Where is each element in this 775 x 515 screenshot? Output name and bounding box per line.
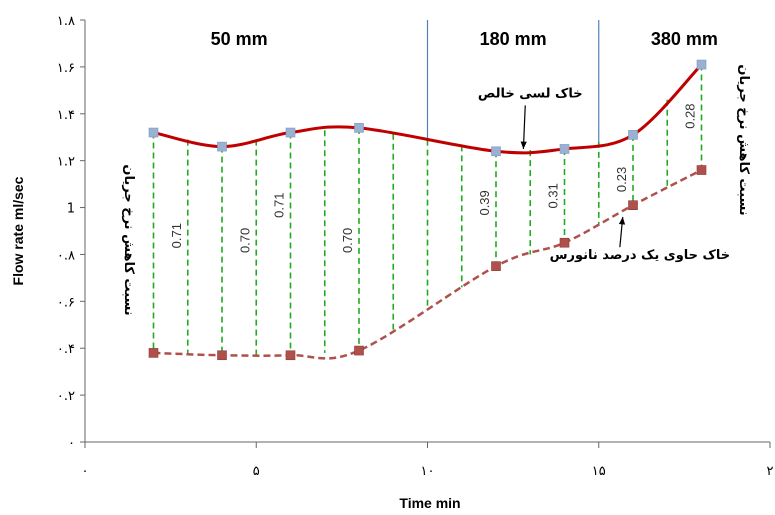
ratio-label: 0.28 xyxy=(683,103,698,128)
y-tick-label: ۱.۲ xyxy=(57,155,75,170)
segment-label: 180 mm xyxy=(480,29,547,49)
x-tick-label: ۱۵ xyxy=(592,464,606,479)
y-tick-label: 1 xyxy=(67,202,75,217)
series-line-nanoclay xyxy=(153,168,703,360)
ratio-label: 0.23 xyxy=(614,167,629,192)
side-label-right: نسبت کاهش نرخ جریان xyxy=(736,64,751,215)
ratio-label: 0.70 xyxy=(237,228,252,253)
point-pure-loess xyxy=(696,59,707,70)
point-nanoclay xyxy=(628,200,638,211)
segment-label: 380 mm xyxy=(651,29,718,49)
y-tick-label: ۰.۲ xyxy=(57,389,75,404)
point-nanoclay xyxy=(285,350,296,361)
point-nanoclay xyxy=(491,261,501,271)
y-tick-label: ۰ xyxy=(68,436,75,451)
y-tick-label: ۰.۸ xyxy=(57,248,75,263)
segment-label: 50 mm xyxy=(211,29,268,49)
y-tick-label: ۰.۴ xyxy=(57,342,75,357)
point-pure-loess xyxy=(148,127,159,138)
point-pure-loess xyxy=(491,146,501,157)
y-tick-label: ۱.۴ xyxy=(57,108,75,123)
point-pure-loess xyxy=(628,130,638,140)
ratio-label: 0.70 xyxy=(340,228,355,253)
arrow-head-icon xyxy=(618,216,626,225)
point-pure-loess xyxy=(285,127,296,138)
ratio-label: 0.71 xyxy=(169,223,184,248)
point-pure-loess xyxy=(217,141,227,152)
segment-dividers xyxy=(426,20,600,142)
ratio-lines xyxy=(152,64,703,356)
annotation-nanoclay: خاک حاوی یک درصد نانورس xyxy=(550,248,731,263)
point-pure-loess xyxy=(559,144,570,154)
y-tick-label: ۱.۸ xyxy=(57,14,75,29)
point-nanoclay xyxy=(696,165,707,175)
x-tick-label: ۱۰ xyxy=(421,464,435,479)
annotation-pure-loess: خاک لسی خالص xyxy=(478,86,583,101)
y-axis-title: Flow rate ml/sec xyxy=(10,176,26,285)
ratio-label: 0.71 xyxy=(272,193,287,218)
ratio-label: 0.31 xyxy=(546,183,561,208)
y-tick-label: ۱.۶ xyxy=(57,61,75,76)
side-label-left: نسبت کاهش نرخ جریان xyxy=(121,164,136,315)
y-tick-label: ۰.۶ xyxy=(57,295,75,310)
point-nanoclay xyxy=(354,345,364,356)
arrow-head-icon xyxy=(520,141,527,149)
chart-labels: Time min Flow rate ml/sec 50 mm 180 mm 380 m… xyxy=(10,29,751,511)
x-tick-label: ۰ xyxy=(82,464,89,479)
point-pure-loess xyxy=(354,123,364,133)
x-tick-label: ۵ xyxy=(253,464,260,479)
point-nanoclay xyxy=(559,237,570,248)
x-tick-label: ۲ xyxy=(767,464,774,479)
point-nanoclay xyxy=(217,350,227,361)
point-nanoclay xyxy=(148,348,159,358)
series-markers xyxy=(148,59,707,361)
axes: ۰ ۰.۲ ۰.۴ ۰.۶ ۰.۸ 1 ۱.۲ ۱.۴ ۱.۶ ۱.۸ ۰ ۵ ۱۰ ۱۵ ۲ xyxy=(57,14,774,479)
ratio-label: 0.39 xyxy=(477,190,492,215)
x-axis-title: Time min xyxy=(399,495,460,511)
